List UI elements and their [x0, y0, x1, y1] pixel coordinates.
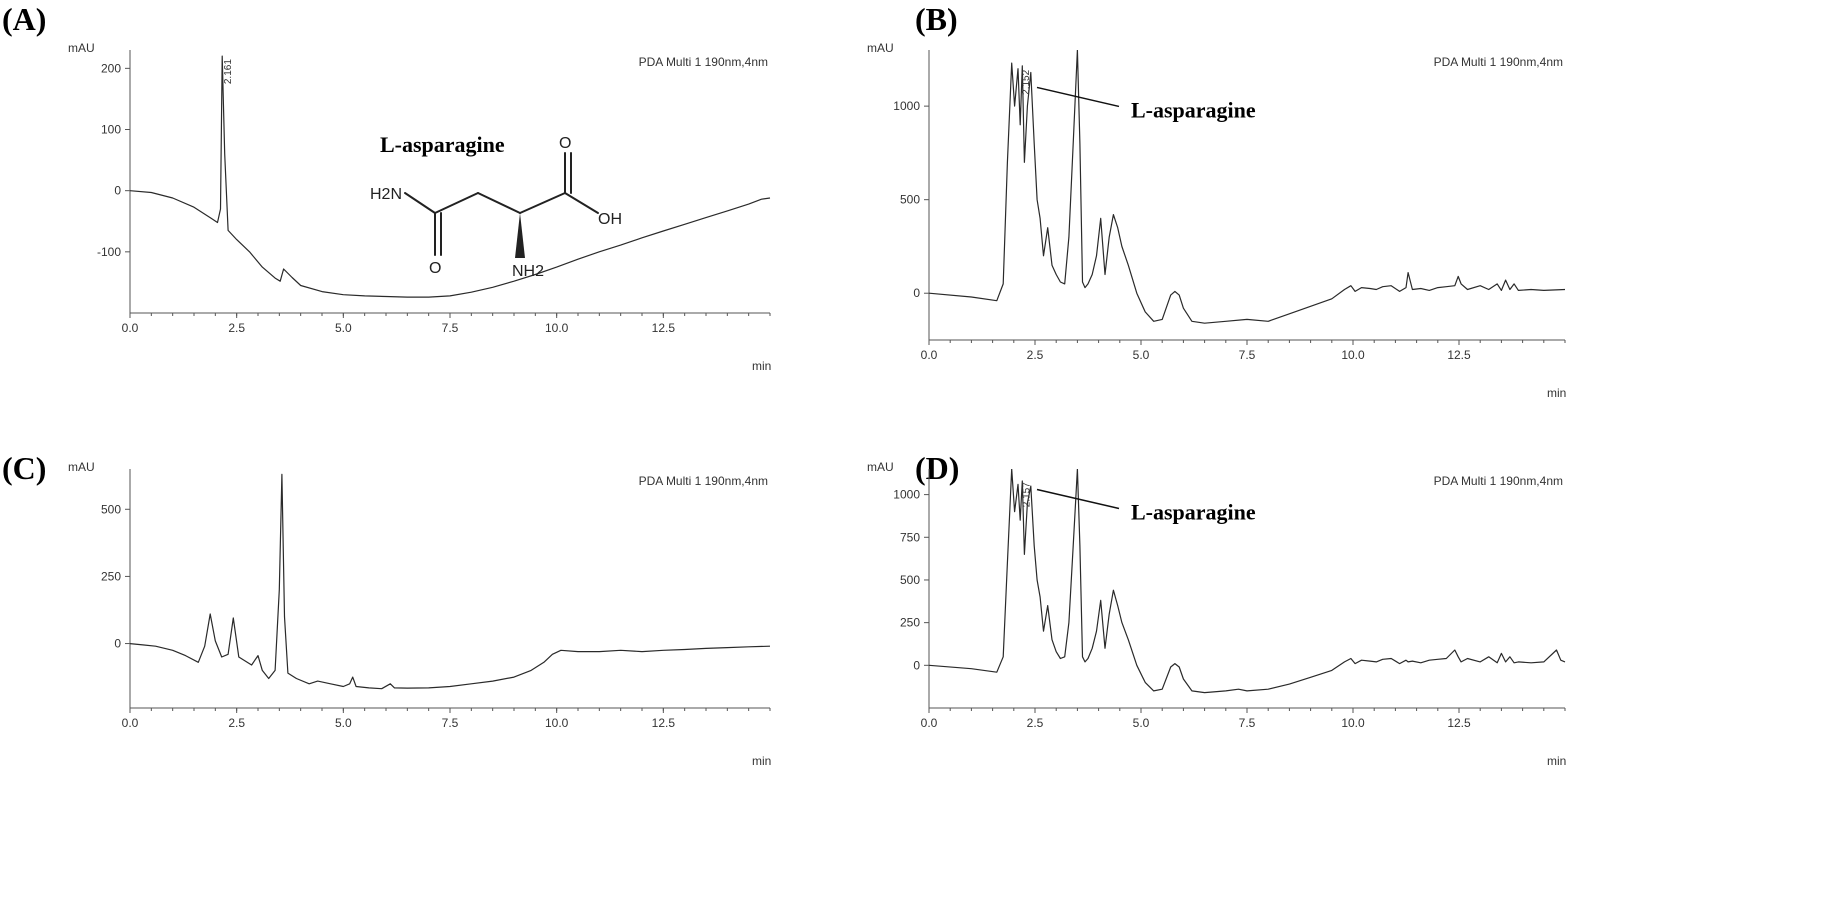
y-tick-label: 0: [114, 184, 121, 198]
series-trace-0: [929, 50, 1566, 324]
y-tick-label: 0: [913, 658, 920, 672]
structure-bond: [404, 192, 436, 214]
x-tick-label: 7.5: [1239, 348, 1256, 362]
chromatogram-panel-c: (C) mAU min PDA Multi 1 190nm,4nm 0.0 2.5 5.0 7…: [0, 449, 913, 898]
x-tick-label: 10.0: [1341, 716, 1365, 730]
y-tick-label: 500: [101, 502, 121, 516]
panel-label: (C): [2, 450, 46, 486]
structure-bond: [434, 192, 479, 214]
x-tick-label: 12.5: [652, 716, 676, 730]
x-unit-label: min: [1547, 754, 1566, 768]
x-tick-label: 10.0: [545, 716, 569, 730]
x-tick-label: 12.5: [1447, 716, 1471, 730]
asparagine-structure: [404, 152, 599, 256]
structure-atom-label: OH: [598, 211, 622, 228]
structure-atom-label: H2N: [370, 186, 402, 203]
peak-retention-label: 2.152: [1021, 69, 1032, 94]
y-tick-label: 0: [114, 637, 121, 651]
y-tick-label: 250: [900, 616, 920, 630]
series-trace-0: [130, 473, 771, 690]
x-tick-label: 12.5: [1447, 348, 1471, 362]
structure-atom-label: NH2: [512, 263, 544, 280]
structure-atom-label: O: [429, 260, 441, 277]
series-trace-0: [929, 469, 1566, 694]
x-tick-label: 5.0: [335, 321, 352, 335]
detector-label: PDA Multi 1 190nm,4nm: [639, 474, 768, 488]
y-tick-label: 200: [101, 61, 121, 75]
detector-label: PDA Multi 1 190nm,4nm: [1434, 55, 1563, 69]
chromatogram-b-svg: (B) mAU min PDA Multi 1 190nm,4nm 0.0 2.5 5.0 7…: [867, 1, 1566, 400]
peak-retention-label: 2.161: [223, 59, 234, 84]
annotation-leader-line: [1036, 86, 1120, 108]
detector-label: PDA Multi 1 190nm,4nm: [639, 55, 768, 69]
x-tick-label: 7.5: [442, 716, 459, 730]
x-tick-label: 7.5: [442, 321, 459, 335]
chromatogram-panel-a: (A) mAU min PDA Multi 1 190nm,4nm 0.0 2.5 5.0 7…: [0, 0, 913, 449]
y-unit-label: mAU: [68, 460, 95, 474]
x-tick-label: 0.0: [921, 348, 938, 362]
x-tick-label: 0.0: [122, 716, 139, 730]
x-tick-label: 2.5: [1027, 716, 1044, 730]
x-unit-label: min: [752, 359, 771, 373]
y-unit-label: mAU: [867, 460, 894, 474]
y-unit-label: mAU: [68, 41, 95, 55]
y-tick-label: 100: [101, 123, 121, 137]
x-tick-label: 12.5: [652, 321, 676, 335]
panel-label: (A): [2, 1, 46, 37]
structure-bond: [519, 192, 566, 214]
structure-atom-label: O: [559, 135, 571, 152]
chromatogram-c-svg: (C) mAU min PDA Multi 1 190nm,4nm 0.0 2.5 5.0 7…: [2, 450, 771, 768]
x-unit-label: min: [1547, 386, 1566, 400]
y-tick-label: 250: [101, 569, 121, 583]
y-unit-label: mAU: [867, 41, 894, 55]
chromatogram-a-svg: (A) mAU min PDA Multi 1 190nm,4nm 0.0 2.5 5.0 7…: [2, 1, 771, 373]
x-tick-label: 10.0: [1341, 348, 1365, 362]
y-tick-label: 1000: [893, 488, 920, 502]
chromatogram-panel-b: (B) mAU min PDA Multi 1 190nm,4nm 0.0 2.5 5.0 7…: [867, 0, 1826, 449]
y-tick-label: 500: [900, 193, 920, 207]
x-tick-label: 2.5: [228, 716, 245, 730]
annotation-leader-line: [1036, 488, 1120, 510]
structure-wedge-bond: [515, 213, 525, 258]
panel-label: (B): [915, 1, 958, 37]
x-tick-label: 5.0: [1133, 348, 1150, 362]
x-tick-label: 7.5: [1239, 716, 1256, 730]
x-tick-label: 5.0: [335, 716, 352, 730]
x-tick-label: 10.0: [545, 321, 569, 335]
structure-title: L-asparagine: [380, 132, 505, 157]
x-tick-label: 5.0: [1133, 716, 1150, 730]
chromatogram-d-svg: (D) mAU min PDA Multi 1 190nm,4nm 0.0 2.5 5.0 7…: [867, 450, 1566, 768]
y-tick-label: 750: [900, 530, 920, 544]
y-tick-label: 1000: [893, 99, 920, 113]
structure-bond: [564, 192, 599, 214]
series-trace-0: [130, 55, 771, 298]
y-tick-label: -100: [97, 245, 121, 259]
chromatogram-panel-d: (D) mAU min PDA Multi 1 190nm,4nm 0.0 2.5 5.0 7…: [867, 449, 1826, 898]
x-tick-label: 0.0: [921, 716, 938, 730]
panel-label: (D): [915, 450, 959, 486]
y-tick-label: 0: [913, 286, 920, 300]
structure-bond: [477, 192, 521, 214]
peak-retention-label: 2.157: [1021, 482, 1032, 507]
x-unit-label: min: [752, 754, 771, 768]
annotation-label: L-asparagine: [1131, 499, 1256, 524]
x-tick-label: 2.5: [228, 321, 245, 335]
annotation-label: L-asparagine: [1131, 97, 1256, 122]
x-tick-label: 2.5: [1027, 348, 1044, 362]
detector-label: PDA Multi 1 190nm,4nm: [1434, 474, 1563, 488]
x-tick-label: 0.0: [122, 321, 139, 335]
y-tick-label: 500: [900, 573, 920, 587]
